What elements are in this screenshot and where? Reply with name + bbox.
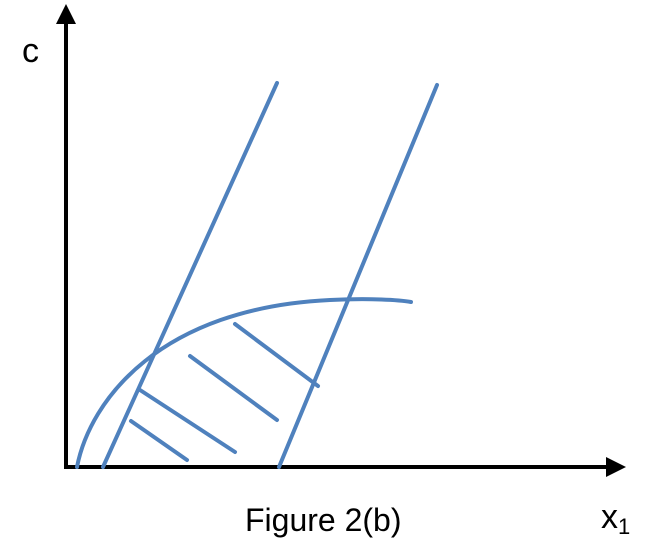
x-axis-arrow [606,457,626,477]
figure-caption: Figure 2(b) [245,504,402,536]
hatch-line-1 [235,324,318,386]
y-axis-label: c [22,34,39,68]
x-axis-label: x1 [601,500,630,538]
hatch-line-2 [190,356,277,420]
x-axis-label-subscript: 1 [618,514,630,539]
hatch-line-4 [131,421,187,460]
x-axis-label-base: x [601,498,618,536]
right-constraint-line [279,85,437,467]
y-axis-arrow [56,4,76,24]
arc-curve [77,299,411,467]
hatch-line-3 [140,390,235,452]
left-constraint-line [103,83,277,467]
